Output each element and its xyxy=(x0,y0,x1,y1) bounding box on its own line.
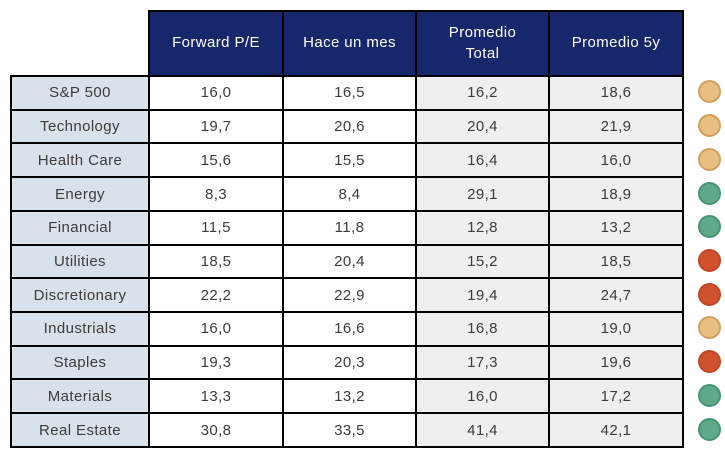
cell-avg-total: 16,0 xyxy=(415,378,550,415)
cell-month-ago: 33,5 xyxy=(282,412,417,448)
status-dot-icon xyxy=(697,147,721,171)
cell-month-ago: 22,9 xyxy=(282,277,417,314)
cell-avg-5y: 18,6 xyxy=(548,75,684,111)
cell-avg-5y: 18,5 xyxy=(548,243,684,280)
status-dot-cell xyxy=(692,244,725,278)
table-row: Industrials 16,0 16,6 16,8 19,0 xyxy=(10,311,684,347)
row-label: Materials xyxy=(10,378,150,415)
cell-forward-pe: 11,5 xyxy=(148,209,284,246)
table-row: Health Care 15,6 15,5 16,4 16,0 xyxy=(10,142,684,179)
status-dot-icon xyxy=(697,316,721,340)
column-header-avg-total: Promedio Total xyxy=(415,10,550,77)
status-dot-icon xyxy=(697,350,721,374)
status-dot-cell xyxy=(692,142,725,176)
status-dot-cell xyxy=(692,210,725,244)
cell-forward-pe: 30,8 xyxy=(148,412,284,448)
row-label: Financial xyxy=(10,209,150,246)
cell-month-ago: 8,4 xyxy=(282,176,417,212)
cell-avg-5y: 19,6 xyxy=(548,344,684,381)
table-row: Staples 19,3 20,3 17,3 19,6 xyxy=(10,344,684,381)
status-dot-cell xyxy=(692,378,725,412)
status-dot-icon xyxy=(697,181,721,205)
cell-avg-total: 16,4 xyxy=(415,142,550,179)
status-dot-cell xyxy=(692,345,725,379)
table-row: Materials 13,3 13,2 16,0 17,2 xyxy=(10,378,684,415)
cell-avg-total: 17,3 xyxy=(415,344,550,381)
forward-pe-table: Forward P/E Hace un mes Promedio Total P… xyxy=(10,10,684,448)
cell-forward-pe: 16,0 xyxy=(148,311,284,347)
cell-avg-5y: 24,7 xyxy=(548,277,684,314)
cell-avg-5y: 18,9 xyxy=(548,176,684,212)
cell-month-ago: 13,2 xyxy=(282,378,417,415)
header-row: Forward P/E Hace un mes Promedio Total P… xyxy=(11,10,684,77)
row-label: Utilities xyxy=(10,243,150,280)
cell-avg-total: 12,8 xyxy=(415,209,550,246)
cell-avg-total: 19,4 xyxy=(415,277,550,314)
row-label: Industrials xyxy=(10,311,150,347)
column-header-month-ago: Hace un mes xyxy=(282,10,417,77)
table-row: Utilities 18,5 20,4 15,2 18,5 xyxy=(10,243,684,280)
status-dot-icon xyxy=(697,417,721,441)
cell-forward-pe: 15,6 xyxy=(148,142,284,179)
cell-avg-5y: 16,0 xyxy=(548,142,684,179)
cell-avg-total: 41,4 xyxy=(415,412,550,448)
cell-forward-pe: 18,5 xyxy=(148,243,284,280)
cell-avg-5y: 17,2 xyxy=(548,378,684,415)
status-dot-cell xyxy=(692,109,725,143)
cell-avg-5y: 21,9 xyxy=(548,108,684,145)
cell-forward-pe: 19,7 xyxy=(148,108,284,145)
cell-forward-pe: 8,3 xyxy=(148,176,284,212)
cell-month-ago: 16,6 xyxy=(282,311,417,347)
cell-avg-5y: 42,1 xyxy=(548,412,684,448)
cell-forward-pe: 13,3 xyxy=(148,378,284,415)
status-dot-cell xyxy=(692,412,725,446)
cell-month-ago: 16,5 xyxy=(282,75,417,111)
cell-month-ago: 11,8 xyxy=(282,209,417,246)
table-row: Technology 19,7 20,6 20,4 21,9 xyxy=(10,108,684,145)
status-dot-cell xyxy=(692,311,725,345)
status-dot-icon xyxy=(697,282,721,306)
pe-table-layout: Forward P/E Hace un mes Promedio Total P… xyxy=(10,10,725,448)
cell-forward-pe: 22,2 xyxy=(148,277,284,314)
row-label: Staples xyxy=(10,344,150,381)
cell-avg-total: 16,2 xyxy=(415,75,550,111)
row-label: Technology xyxy=(10,108,150,145)
status-dot-column xyxy=(692,10,725,446)
status-dot-icon xyxy=(697,248,721,272)
row-label: Energy xyxy=(10,176,150,212)
status-dot-cell xyxy=(692,176,725,210)
cell-month-ago: 15,5 xyxy=(282,142,417,179)
row-label: S&P 500 xyxy=(10,75,150,111)
status-dot-icon xyxy=(697,80,721,104)
status-dot-cell xyxy=(692,75,725,109)
table-row: Energy 8,3 8,4 29,1 18,9 xyxy=(10,176,684,212)
table-row: S&P 500 16,0 16,5 16,2 18,6 xyxy=(10,75,684,111)
status-dot-cell xyxy=(692,277,725,311)
cell-month-ago: 20,6 xyxy=(282,108,417,145)
cell-month-ago: 20,3 xyxy=(282,344,417,381)
corner-cell xyxy=(11,11,149,76)
table-row: Financial 11,5 11,8 12,8 13,2 xyxy=(10,209,684,246)
cell-avg-total: 20,4 xyxy=(415,108,550,145)
status-dot-icon xyxy=(697,215,721,239)
cell-avg-total: 15,2 xyxy=(415,243,550,280)
cell-avg-5y: 13,2 xyxy=(548,209,684,246)
table-row: Real Estate 30,8 33,5 41,4 42,1 xyxy=(10,412,684,448)
cell-avg-total: 29,1 xyxy=(415,176,550,212)
cell-month-ago: 20,4 xyxy=(282,243,417,280)
cell-forward-pe: 19,3 xyxy=(148,344,284,381)
cell-forward-pe: 16,0 xyxy=(148,75,284,111)
row-label: Health Care xyxy=(10,142,150,179)
cell-avg-total: 16,8 xyxy=(415,311,550,347)
status-dot-icon xyxy=(697,114,721,138)
status-dot-icon xyxy=(697,383,721,407)
column-header-avg-5y: Promedio 5y xyxy=(548,10,684,77)
row-label: Real Estate xyxy=(10,412,150,448)
column-header-forward-pe: Forward P/E xyxy=(148,10,284,77)
row-label: Discretionary xyxy=(10,277,150,314)
cell-avg-5y: 19,0 xyxy=(548,311,684,347)
table-row: Discretionary 22,2 22,9 19,4 24,7 xyxy=(10,277,684,314)
